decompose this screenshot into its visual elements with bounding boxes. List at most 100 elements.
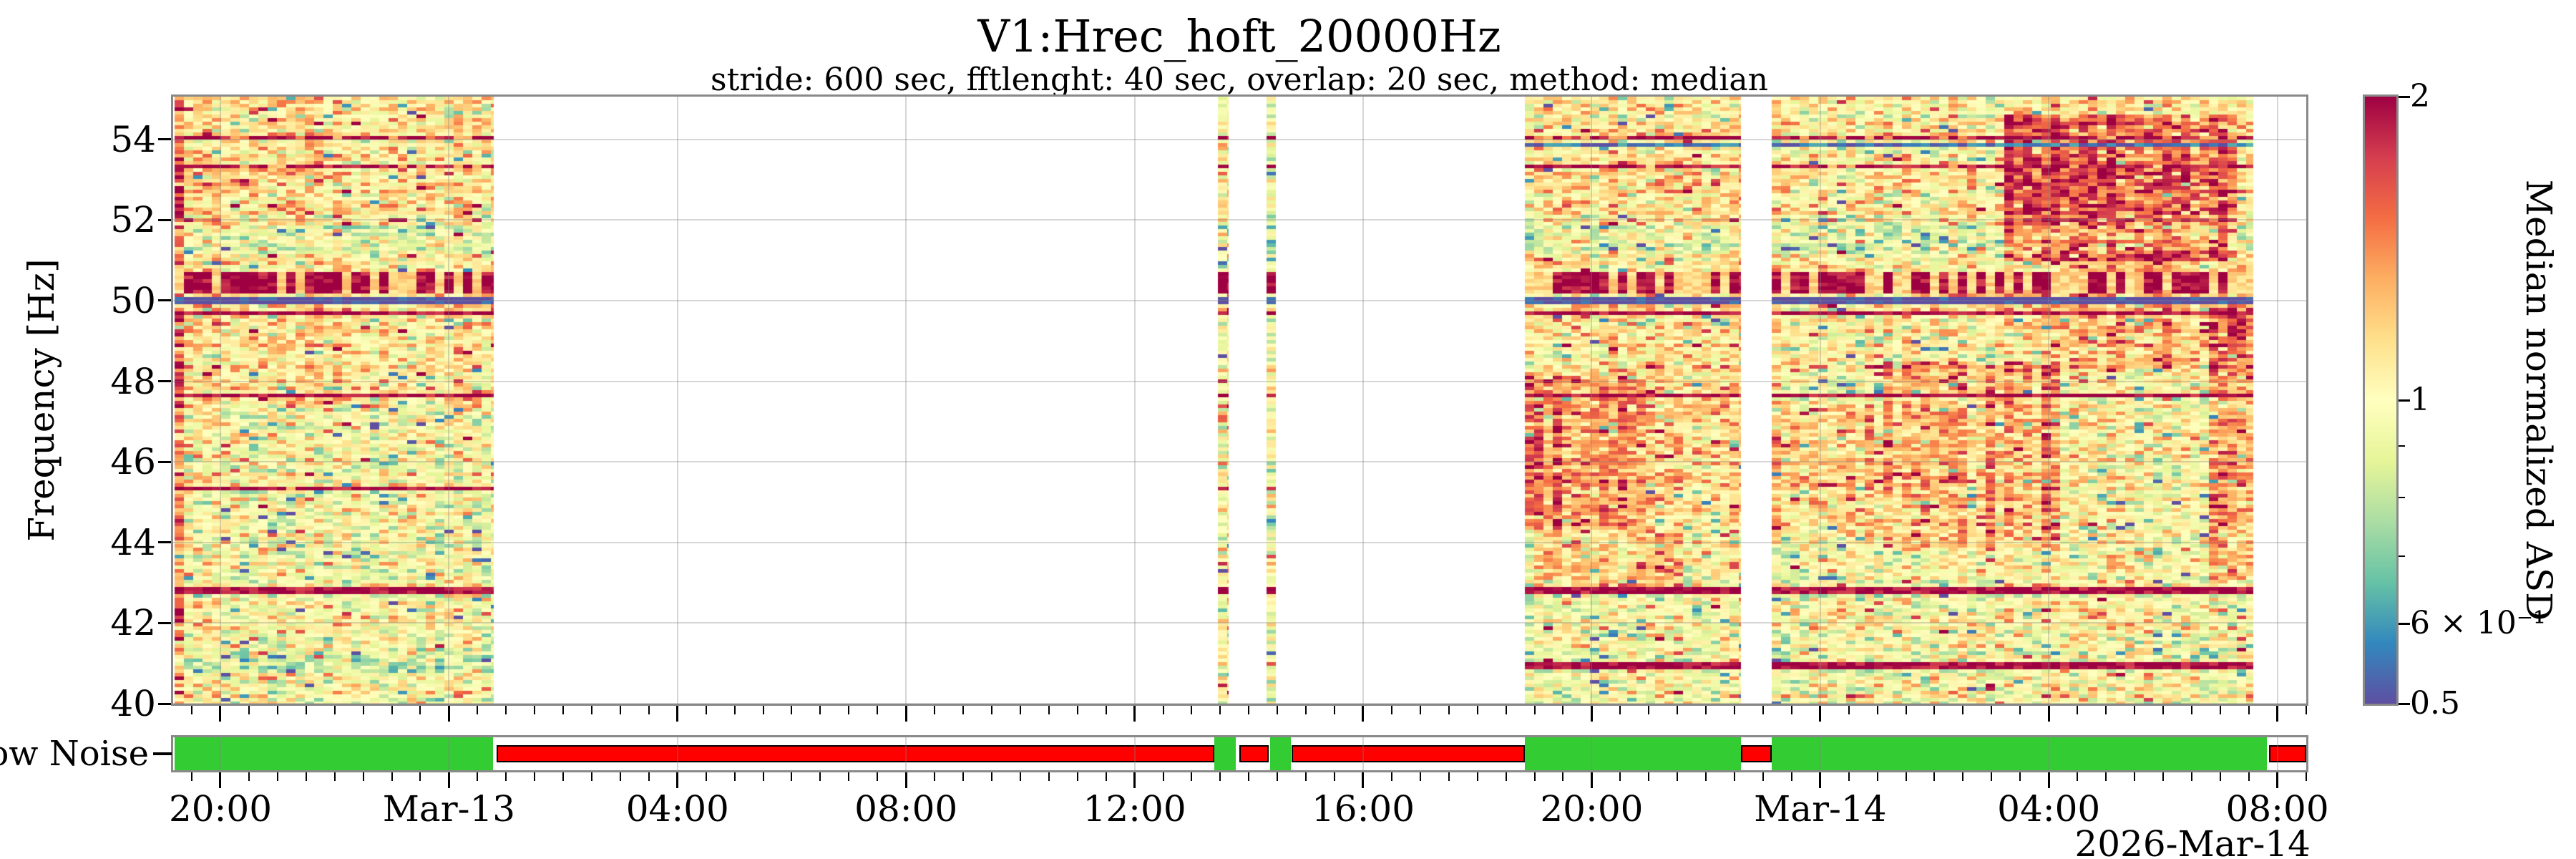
x-minor-tick xyxy=(534,706,536,714)
x-minor-tick xyxy=(648,706,650,714)
x-minor-tick xyxy=(1105,772,1107,781)
x-minor-tick xyxy=(1562,706,1564,714)
gridline-vertical xyxy=(1362,737,1364,770)
x-minor-tick xyxy=(1219,706,1221,714)
x-minor-tick xyxy=(1162,772,1164,781)
x-minor-tick xyxy=(1619,772,1621,781)
x-major-tick xyxy=(1819,772,1822,788)
colorbar-tick-label: 1 xyxy=(2410,382,2430,418)
x-minor-tick xyxy=(276,706,278,714)
x-minor-tick xyxy=(934,706,936,714)
gridline-vertical xyxy=(676,737,678,770)
gridline-vertical xyxy=(1362,97,1364,704)
gridline-vertical xyxy=(219,97,221,704)
x-minor-tick xyxy=(962,706,965,714)
y-tick xyxy=(158,138,171,141)
x-minor-tick xyxy=(2190,706,2192,714)
x-minor-tick xyxy=(1277,706,1279,714)
chart-subtitle: stride: 600 sec, fftlenght: 40 sec, over… xyxy=(711,62,1768,98)
x-minor-tick xyxy=(848,772,850,781)
x-minor-tick xyxy=(1677,772,1679,781)
y-tick-label: 44 xyxy=(110,521,156,563)
x-minor-tick xyxy=(1248,772,1250,781)
x-major-tick xyxy=(447,706,450,722)
x-minor-tick xyxy=(1848,706,1850,714)
x-minor-tick xyxy=(1305,706,1307,714)
segment-active xyxy=(175,737,494,770)
x-minor-tick xyxy=(934,772,936,781)
y-tick xyxy=(158,299,171,302)
x-minor-tick xyxy=(1248,706,1250,714)
x-minor-tick xyxy=(305,772,307,781)
x-minor-tick xyxy=(1048,706,1050,714)
y-tick xyxy=(158,460,171,463)
x-minor-tick xyxy=(1048,772,1050,781)
x-minor-tick xyxy=(248,706,250,714)
segment-inactive xyxy=(1291,745,1526,762)
x-minor-tick xyxy=(877,706,879,714)
x-minor-tick xyxy=(1762,706,1764,714)
x-minor-tick xyxy=(1076,706,1078,714)
x-major-tick xyxy=(2047,706,2050,722)
x-tick-label: 04:00 xyxy=(625,788,729,830)
x-minor-tick xyxy=(1448,772,1450,781)
x-minor-tick xyxy=(2305,772,2307,781)
x-minor-tick xyxy=(2133,772,2135,781)
gridline-vertical xyxy=(2048,97,2050,704)
x-minor-tick xyxy=(1876,772,1878,781)
x-major-tick xyxy=(1590,772,1593,788)
x-minor-tick xyxy=(1390,706,1392,714)
spectrogram-canvas xyxy=(173,97,2306,704)
x-tick-label: Mar-14 xyxy=(1754,788,1887,830)
segment-active xyxy=(1214,737,1236,770)
x-minor-tick xyxy=(1933,706,1936,714)
x-minor-tick xyxy=(1562,772,1564,781)
x-minor-tick xyxy=(1677,706,1679,714)
x-major-tick xyxy=(2047,772,2050,788)
gridline-vertical xyxy=(676,97,678,704)
x-axis-date-label: 2026-Mar-14 xyxy=(2074,823,2311,859)
colorbar-tick-label: 0.5 xyxy=(2410,685,2460,722)
x-major-tick xyxy=(1362,706,1365,722)
x-minor-tick xyxy=(819,772,821,781)
colorbar-minor-tick xyxy=(2399,445,2405,447)
x-minor-tick xyxy=(990,772,992,781)
x-minor-tick xyxy=(791,772,793,781)
y-tick-label: 46 xyxy=(110,441,156,483)
x-minor-tick xyxy=(1277,772,1279,781)
colorbar-tick-label: 6 × 10⁻¹ xyxy=(2410,605,2546,642)
x-minor-tick xyxy=(1305,772,1307,781)
y-tick xyxy=(158,621,171,624)
x-minor-tick xyxy=(1419,772,1421,781)
y-tick-label: 42 xyxy=(110,602,156,644)
x-minor-tick xyxy=(562,706,565,714)
x-minor-tick xyxy=(1762,772,1764,781)
gridline-vertical xyxy=(1591,97,1593,704)
x-major-tick xyxy=(1819,706,1822,722)
x-minor-tick xyxy=(1448,706,1450,714)
x-minor-tick xyxy=(1162,706,1164,714)
x-minor-tick xyxy=(2105,706,2107,714)
x-minor-tick xyxy=(791,706,793,714)
x-minor-tick xyxy=(276,772,278,781)
x-minor-tick xyxy=(2219,706,2221,714)
y-tick xyxy=(158,702,171,705)
x-minor-tick xyxy=(1334,772,1336,781)
x-minor-tick xyxy=(2305,706,2307,714)
colorbar-major-tick xyxy=(2399,702,2410,705)
x-minor-tick xyxy=(1505,772,1507,781)
x-minor-tick xyxy=(591,772,593,781)
colorbar-minor-tick xyxy=(2399,555,2405,558)
x-minor-tick xyxy=(505,772,507,781)
x-minor-tick xyxy=(1019,706,1021,714)
x-minor-tick xyxy=(1019,772,1021,781)
gridline-vertical xyxy=(1133,737,1136,770)
gridline-vertical xyxy=(448,97,450,704)
x-minor-tick xyxy=(191,706,193,714)
colorbar-major-tick xyxy=(2399,622,2410,625)
x-minor-tick xyxy=(1962,772,1964,781)
gridline-horizontal xyxy=(173,138,2306,140)
x-tick-label: 08:00 xyxy=(854,788,958,830)
x-minor-tick xyxy=(619,706,621,714)
spectrogram-plot-area xyxy=(171,94,2308,706)
